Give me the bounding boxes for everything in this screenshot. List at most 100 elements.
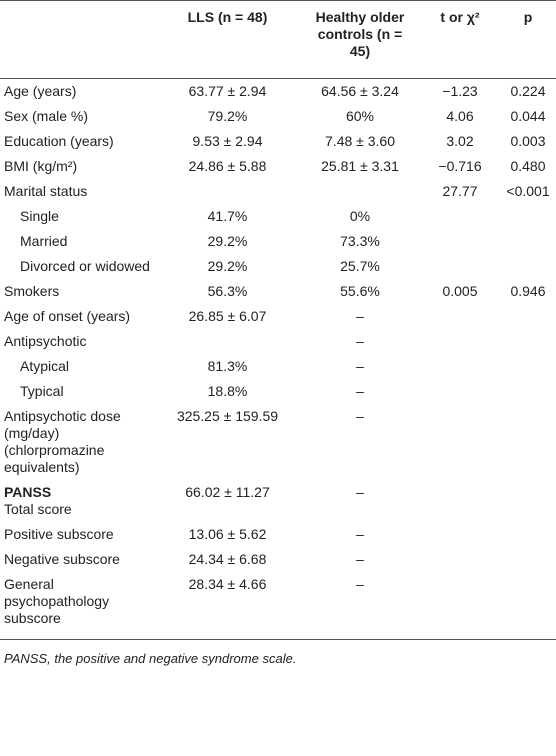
row-label-text: Sex (male %) — [4, 108, 89, 124]
row-label: BMI (kg/m²) — [0, 154, 155, 179]
cell: 81.3% — [155, 354, 300, 379]
cell: – — [300, 354, 420, 379]
table-row: Antipsychotic dose (mg/day) (chlorpromaz… — [0, 404, 556, 480]
cell-text: 0.005 — [442, 283, 478, 299]
cell: −0.716 — [420, 154, 500, 179]
header-cell — [0, 1, 155, 79]
cell-text: 64.56 ± 3.24 — [321, 83, 399, 99]
cell: 29.2% — [155, 254, 300, 279]
cell-text: – — [356, 308, 364, 324]
cell-text: – — [356, 408, 364, 424]
data-table: LLS (n = 48) Healthy older controls (n = … — [0, 0, 556, 640]
row-label: Negative subscore — [0, 547, 155, 572]
row-label-text: Single — [20, 208, 59, 224]
table-row: General psychopathology subscore 28.34 ± … — [0, 572, 556, 640]
footnote: PANSS, the positive and negative syndrom… — [4, 651, 297, 666]
cell-text: 55.6% — [340, 283, 380, 299]
row-label-text: Positive subscore — [4, 526, 114, 542]
cell: 0.044 — [500, 104, 556, 129]
row-label: Smokers — [0, 279, 155, 304]
cell-text: 0% — [349, 208, 371, 224]
cell-text: 9.53 ± 2.94 — [192, 133, 263, 149]
cell-text: 29.2% — [207, 233, 248, 249]
row-label-text: Marital status — [4, 183, 88, 199]
cell-text: 24.86 ± 5.88 — [188, 158, 267, 174]
cell: −1.23 — [420, 79, 500, 105]
cell-text: 325.25 ± 159.59 — [176, 408, 279, 424]
cell: – — [300, 522, 420, 547]
cell-text: – — [356, 383, 364, 399]
cell — [300, 179, 420, 204]
cell: – — [300, 404, 420, 480]
cell-text: 60% — [345, 108, 375, 124]
cell — [420, 304, 500, 329]
row-label-text: Negative subscore — [4, 551, 120, 567]
cell — [500, 522, 556, 547]
row-label-text: Divorced or widowed — [20, 258, 150, 274]
row-sublabel: Total score — [4, 501, 72, 517]
cell — [420, 354, 500, 379]
cell: 3.02 — [420, 129, 500, 154]
cell: 73.3% — [300, 229, 420, 254]
cell: 24.86 ± 5.88 — [155, 154, 300, 179]
cell: – — [300, 379, 420, 404]
cell: 7.48 ± 3.60 — [300, 129, 420, 154]
cell: 64.56 ± 3.24 — [300, 79, 420, 105]
cell-text: <0.001 — [506, 183, 550, 199]
header-cell: LLS (n = 48) — [155, 1, 300, 79]
cell: – — [300, 329, 420, 354]
header-text: Healthy older controls (n = 45) — [315, 9, 405, 59]
cell-text: −1.23 — [442, 83, 478, 99]
cell — [420, 254, 500, 279]
cell — [500, 572, 556, 640]
cell: 79.2% — [155, 104, 300, 129]
row-label-text: Smokers — [4, 283, 60, 299]
cell-text: −0.716 — [438, 158, 482, 174]
row-label: Atypical — [0, 354, 155, 379]
cell: 25.7% — [300, 254, 420, 279]
table-row: Married 29.2% 73.3% — [0, 229, 556, 254]
cell-text: 0.003 — [510, 133, 546, 149]
cell — [420, 204, 500, 229]
cell — [500, 547, 556, 572]
cell-text: 0.224 — [510, 83, 546, 99]
table-row: Age (years) 63.77 ± 2.94 64.56 ± 3.24 −1.23… — [0, 79, 556, 105]
table-row: Smokers 56.3% 55.6% 0.005 0.946 — [0, 279, 556, 304]
header-text: LLS (n = 48) — [187, 9, 268, 25]
cell — [500, 304, 556, 329]
cell — [500, 204, 556, 229]
cell: – — [300, 480, 420, 522]
cell: 0.003 — [500, 129, 556, 154]
cell-text: 13.06 ± 5.62 — [188, 526, 267, 542]
table-row: Positive subscore 13.06 ± 5.62 – — [0, 522, 556, 547]
cell-text: 25.81 ± 3.31 — [321, 158, 399, 174]
table-row: Single 41.7% 0% — [0, 204, 556, 229]
cell-text: – — [356, 484, 364, 500]
header-cell: Healthy older controls (n = 45) — [300, 1, 420, 79]
row-label-text: Antipsychotic — [4, 333, 87, 349]
header-cell: t or χ² — [420, 1, 500, 79]
cell: 13.06 ± 5.62 — [155, 522, 300, 547]
cell — [155, 179, 300, 204]
cell: 63.77 ± 2.94 — [155, 79, 300, 105]
row-label-text: General psychopathology subscore — [4, 576, 110, 626]
table-row: Negative subscore 24.34 ± 6.68 – — [0, 547, 556, 572]
cell-text: 63.77 ± 2.94 — [188, 83, 267, 99]
cell: 4.06 — [420, 104, 500, 129]
cell — [500, 329, 556, 354]
cell — [500, 480, 556, 522]
cell — [420, 329, 500, 354]
cell — [420, 480, 500, 522]
cell-text: 79.2% — [207, 108, 248, 124]
cell: 26.85 ± 6.07 — [155, 304, 300, 329]
table-row: Education (years) 9.53 ± 2.94 7.48 ± 3.60 3… — [0, 129, 556, 154]
table-body: Age (years) 63.77 ± 2.94 64.56 ± 3.24 −1.23… — [0, 79, 556, 640]
table-row: Marital status 27.77 <0.001 — [0, 179, 556, 204]
table-row: Typical 18.8% – — [0, 379, 556, 404]
cell: 0.224 — [500, 79, 556, 105]
cell — [500, 254, 556, 279]
cell-text: 0.946 — [510, 283, 546, 299]
table-row: Sex (male %) 79.2% 60% 4.06 0.044 — [0, 104, 556, 129]
row-label-text: Typical — [20, 383, 64, 399]
cell-text: 25.7% — [340, 258, 380, 274]
